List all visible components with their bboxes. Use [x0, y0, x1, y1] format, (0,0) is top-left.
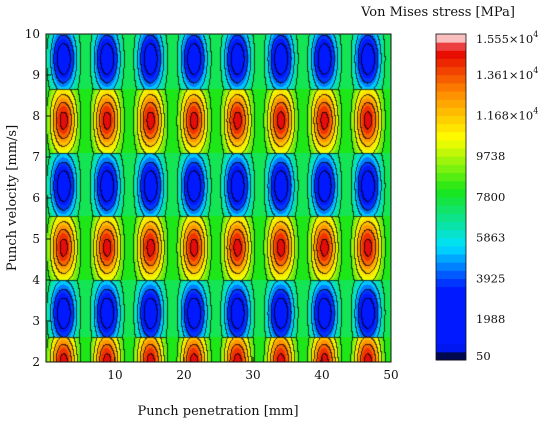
colorbar-band: [436, 123, 466, 133]
colorbar-band: [436, 66, 466, 76]
colorbar-band: [436, 262, 466, 271]
colorbar-tick-label: 5863: [476, 231, 505, 245]
colorbar-band: [436, 302, 466, 312]
x-tick-label: 20: [176, 368, 191, 382]
x-axis-title: Punch penetration [mm]: [137, 404, 298, 419]
colorbar-band: [436, 148, 466, 157]
colorbar-title: Von Mises stress [MPa]: [360, 5, 515, 20]
colorbar-frame: [435, 33, 467, 361]
colorbar-band: [436, 270, 466, 279]
colorbar-band: [436, 327, 466, 337]
y-tick-label: 7: [32, 150, 40, 164]
y-tick-label: 10: [25, 27, 40, 41]
colorbar-band: [436, 294, 466, 304]
x-tick-label: 40: [314, 368, 329, 382]
colorbar-band: [436, 42, 466, 51]
colorbar-band: [436, 311, 466, 320]
colorbar-tick-label: 7800: [476, 190, 505, 204]
colorbar-band: [436, 99, 466, 108]
colorbar-band: [436, 205, 466, 214]
y-tick-label: 5: [32, 232, 40, 246]
colorbar-band: [436, 82, 466, 92]
colorbar-band: [436, 286, 466, 296]
x-tick-label: 10: [107, 368, 122, 382]
colorbar-band: [436, 335, 466, 345]
colorbar: [435, 33, 467, 361]
y-tick-label: 3: [32, 314, 40, 328]
colorbar-band: [436, 278, 466, 288]
colorbar-tick-label: 1.555×104: [476, 30, 538, 46]
colorbar-tick-label: 50: [476, 349, 491, 363]
y-tick-label: 6: [32, 191, 40, 205]
colorbar-band: [436, 50, 466, 59]
colorbar-band: [436, 107, 466, 116]
y-tick-label: 4: [32, 273, 40, 287]
y-tick-label: 2: [32, 355, 40, 369]
colorbar-band: [436, 180, 466, 190]
colorbar-tick-label: 1988: [476, 312, 505, 326]
colorbar-band: [436, 188, 466, 198]
colorbar-tick-label: 1.168×104: [476, 106, 538, 122]
colorbar-band: [436, 139, 466, 149]
colorbar-band: [436, 221, 466, 231]
colorbar-band: [436, 172, 466, 182]
colorbar-band: [436, 197, 466, 206]
colorbar-band: [436, 58, 466, 68]
colorbar-tick-label: 9738: [476, 149, 505, 163]
colorbar-labels: 1.555×104 1.361×104 1.168×104 9738 7800 5863 3…: [476, 30, 538, 363]
colorbar-band: [436, 131, 466, 141]
x-axis: 10 20 30 40 50: [107, 357, 399, 382]
colorbar-band: [436, 319, 466, 328]
colorbar-band: [436, 156, 466, 165]
y-axis: 2 3 4 5 6 7 8 9 10: [25, 27, 51, 369]
colorbar-band: [436, 245, 466, 255]
y-tick-label: 9: [32, 68, 40, 82]
colorbar-band: [436, 229, 466, 239]
x-tick-label: 30: [245, 368, 260, 382]
colorbar-band: [436, 343, 466, 353]
colorbar-band: [436, 115, 466, 125]
colorbar-tick-label: 3925: [476, 272, 505, 286]
colorbar-tick-label: 1.361×104: [476, 66, 538, 82]
colorbar-band: [436, 237, 466, 247]
y-axis-title: Punch velocity [mm/s]: [5, 125, 20, 271]
colorbar-band: [436, 74, 466, 84]
colorbar-band: [436, 254, 466, 263]
colorbar-band: [436, 164, 466, 174]
x-tick-label: 50: [383, 368, 398, 382]
colorbar-band: [436, 351, 466, 361]
colorbar-band: [436, 34, 466, 43]
y-tick-label: 8: [32, 109, 40, 123]
colorbar-band: [436, 91, 466, 100]
stress-contour-field: [46, 34, 391, 362]
colorbar-band: [436, 213, 466, 222]
